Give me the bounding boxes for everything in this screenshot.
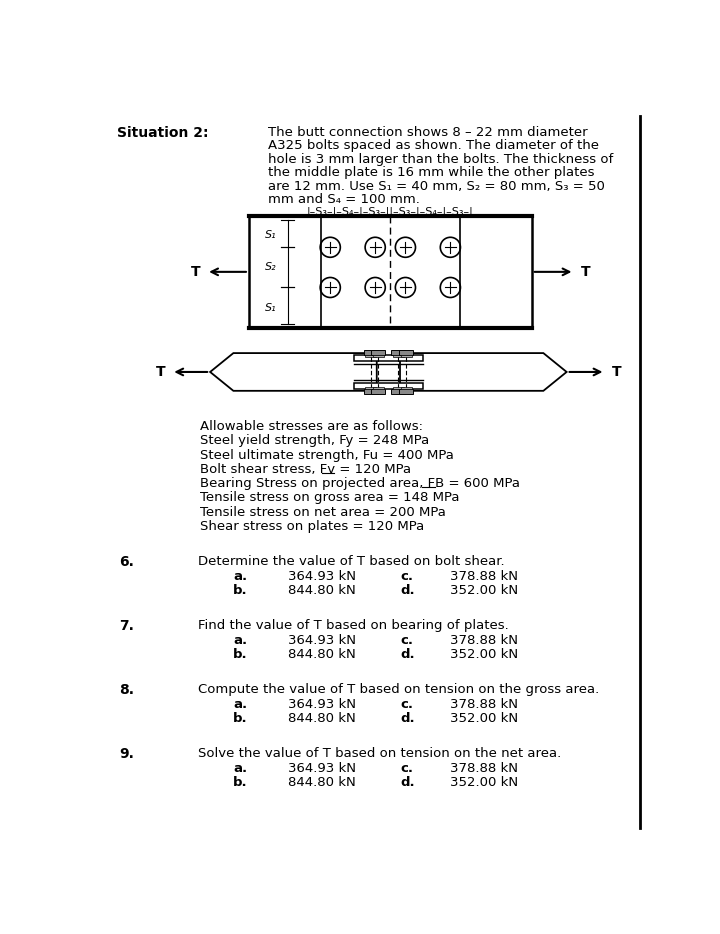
Text: d.: d.	[400, 776, 415, 789]
Polygon shape	[400, 353, 567, 390]
Text: 378.88 kN: 378.88 kN	[451, 762, 518, 775]
Polygon shape	[373, 387, 384, 389]
Polygon shape	[399, 389, 413, 393]
Text: a.: a.	[233, 571, 248, 583]
Text: 364.93 kN: 364.93 kN	[287, 762, 356, 775]
Text: Allowable stresses are as follows:: Allowable stresses are as follows:	[200, 420, 423, 433]
Text: 844.80 kN: 844.80 kN	[287, 584, 356, 597]
Polygon shape	[393, 387, 404, 389]
Text: Solve the value of T based on tension on the net area.: Solve the value of T based on tension on…	[199, 746, 562, 759]
Text: 844.80 kN: 844.80 kN	[287, 776, 356, 789]
Text: 352.00 kN: 352.00 kN	[451, 584, 518, 597]
Text: Shear stress on plates = 120 MPa: Shear stress on plates = 120 MPa	[200, 520, 424, 532]
Text: d.: d.	[400, 648, 415, 661]
Polygon shape	[354, 355, 423, 361]
Text: A325 bolts spaced as shown. The diameter of the: A325 bolts spaced as shown. The diameter…	[269, 139, 599, 152]
Polygon shape	[354, 383, 423, 389]
Text: T: T	[611, 365, 621, 379]
Polygon shape	[364, 389, 377, 393]
Text: 352.00 kN: 352.00 kN	[451, 712, 518, 725]
Text: 352.00 kN: 352.00 kN	[451, 776, 518, 789]
Polygon shape	[372, 350, 385, 355]
Polygon shape	[400, 387, 412, 389]
Text: d.: d.	[400, 584, 415, 597]
Text: 364.93 kN: 364.93 kN	[287, 634, 356, 647]
Text: Steel yield strength, Fy = 248 MPa: Steel yield strength, Fy = 248 MPa	[200, 434, 429, 447]
Text: Tensile stress on net area = 200 MPa: Tensile stress on net area = 200 MPa	[200, 505, 446, 518]
Text: 7.: 7.	[120, 618, 135, 632]
Text: hole is 3 mm larger than the bolts. The thickness of: hole is 3 mm larger than the bolts. The …	[269, 153, 613, 166]
Text: 844.80 kN: 844.80 kN	[287, 712, 356, 725]
Text: b.: b.	[233, 712, 248, 725]
Polygon shape	[392, 350, 405, 355]
Text: c.: c.	[400, 698, 413, 711]
Polygon shape	[210, 353, 377, 390]
Text: 378.88 kN: 378.88 kN	[451, 634, 518, 647]
Text: are 12 mm. Use S₁ = 40 mm, S₂ = 80 mm, S₃ = 50: are 12 mm. Use S₁ = 40 mm, S₂ = 80 mm, S…	[269, 180, 605, 192]
Text: The butt connection shows 8 – 22 mm diameter: The butt connection shows 8 – 22 mm diam…	[269, 126, 588, 139]
Text: 844.80 kN: 844.80 kN	[287, 648, 356, 661]
Polygon shape	[365, 355, 376, 358]
Text: Find the value of T based on bearing of plates.: Find the value of T based on bearing of …	[199, 618, 509, 631]
Text: Compute the value of T based on tension on the gross area.: Compute the value of T based on tension …	[199, 683, 600, 696]
Text: Determine the value of T based on bolt shear.: Determine the value of T based on bolt s…	[199, 555, 505, 568]
Text: 9.: 9.	[120, 746, 135, 760]
Text: 364.93 kN: 364.93 kN	[287, 571, 356, 583]
Polygon shape	[372, 389, 385, 393]
Text: b.: b.	[233, 648, 248, 661]
Text: 378.88 kN: 378.88 kN	[451, 571, 518, 583]
Text: d.: d.	[400, 712, 415, 725]
Text: Bolt shear stress, Fv = 120 MPa: Bolt shear stress, Fv = 120 MPa	[200, 463, 411, 475]
Text: the middle plate is 16 mm while the other plates: the middle plate is 16 mm while the othe…	[269, 166, 595, 179]
Text: T: T	[580, 265, 590, 279]
Text: 6.: 6.	[120, 555, 135, 569]
Polygon shape	[400, 355, 412, 358]
Text: T: T	[190, 265, 200, 279]
Polygon shape	[399, 350, 413, 355]
Text: a.: a.	[233, 634, 248, 647]
Text: Steel ultimate strength, Fu = 400 MPa: Steel ultimate strength, Fu = 400 MPa	[200, 448, 454, 461]
Text: 352.00 kN: 352.00 kN	[451, 648, 518, 661]
Text: S₁: S₁	[265, 230, 276, 240]
Text: b.: b.	[233, 776, 248, 789]
Text: a.: a.	[233, 698, 248, 711]
Text: c.: c.	[400, 634, 413, 647]
Text: 8.: 8.	[120, 683, 135, 697]
Text: b.: b.	[233, 584, 248, 597]
Text: S₂: S₂	[265, 262, 276, 273]
Text: 364.93 kN: 364.93 kN	[287, 698, 356, 711]
Text: Bearing Stress on projected area, FB = 600 MPa: Bearing Stress on projected area, FB = 6…	[200, 477, 520, 490]
Polygon shape	[393, 355, 404, 358]
Text: |–S₃–|–S₄–|–S₃–||–S₃–|–S₄–|–S₃–|: |–S₃–|–S₄–|–S₃–||–S₃–|–S₄–|–S₃–|	[307, 207, 474, 218]
Polygon shape	[373, 355, 384, 358]
Polygon shape	[364, 350, 377, 355]
Text: S₁: S₁	[265, 303, 276, 313]
Polygon shape	[392, 389, 405, 393]
Text: mm and S₄ = 100 mm.: mm and S₄ = 100 mm.	[269, 193, 420, 206]
Text: a.: a.	[233, 762, 248, 775]
Text: Situation 2:: Situation 2:	[117, 126, 209, 140]
Text: Tensile stress on gross area = 148 MPa: Tensile stress on gross area = 148 MPa	[200, 491, 459, 504]
Text: 378.88 kN: 378.88 kN	[451, 698, 518, 711]
Text: c.: c.	[400, 571, 413, 583]
Text: c.: c.	[400, 762, 413, 775]
Text: T: T	[156, 365, 165, 379]
Polygon shape	[365, 387, 376, 389]
